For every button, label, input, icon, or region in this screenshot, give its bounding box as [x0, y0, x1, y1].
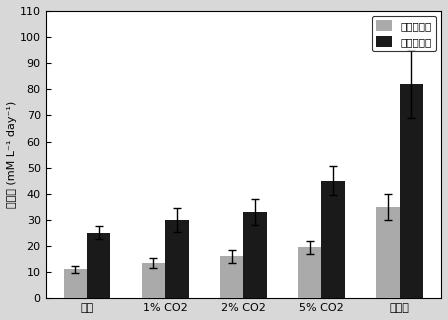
Bar: [87, 233, 111, 298]
Bar: [220, 256, 243, 298]
Legend: 平均固碳率, 最高固碳率: 平均固碳率, 最高固碳率: [372, 16, 436, 52]
Bar: [64, 269, 87, 298]
Bar: [376, 207, 400, 298]
Bar: [400, 84, 423, 298]
Bar: [298, 247, 322, 298]
Bar: [165, 220, 189, 298]
Bar: [243, 212, 267, 298]
Y-axis label: 固碳率 (mM L⁻¹ day⁻¹): 固碳率 (mM L⁻¹ day⁻¹): [7, 101, 17, 208]
Bar: [142, 263, 165, 298]
Bar: [322, 181, 345, 298]
